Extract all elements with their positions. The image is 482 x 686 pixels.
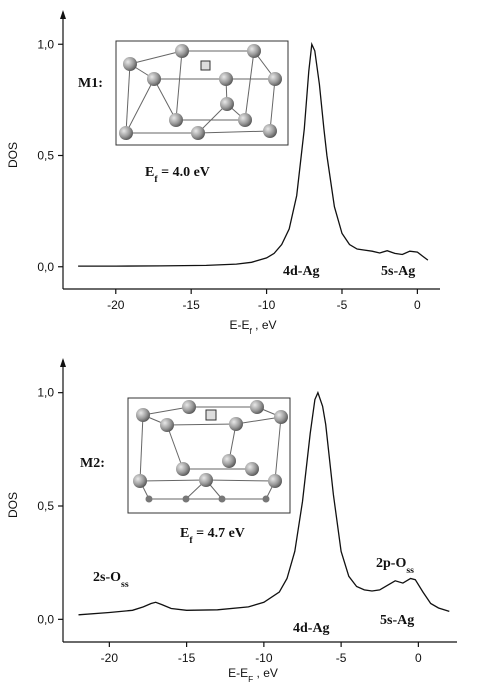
y-axis-arrow — [60, 358, 66, 367]
y-tick-label: 0,5 — [37, 149, 54, 163]
annotation: 4d-Ag — [283, 264, 320, 279]
y-tick-label: 0,5 — [37, 499, 54, 513]
annotation: 5s-Ag — [380, 613, 414, 628]
y-axis-label: DOS — [6, 492, 20, 518]
x-axis-label-text: E-E — [229, 318, 249, 332]
y-tick-label: 0,0 — [37, 260, 54, 274]
annotation-text: E — [145, 165, 154, 180]
annotation-text: M2: — [80, 456, 105, 471]
annotation-text: 4d-Ag — [293, 621, 330, 636]
annotation-text: 2s-O — [93, 570, 121, 585]
annotation-text: E — [180, 526, 189, 541]
annotation-text: 5s-Ag — [380, 613, 414, 628]
dos-curve — [78, 41, 429, 267]
y-axis-label: DOS — [6, 142, 20, 168]
x-tick-label: -5 — [337, 298, 348, 312]
y-axis-arrow — [60, 10, 66, 19]
x-axis-label: E-Ef , eV — [229, 318, 276, 336]
x-axis-label-tail: , eV — [253, 666, 278, 680]
annotation: 2s-Oss — [93, 570, 129, 590]
x-tick-label: -10 — [258, 298, 276, 312]
inset-structure-2 — [127, 397, 291, 514]
annotation-sub: ss — [121, 579, 129, 590]
annotation-text: M1: — [78, 76, 103, 91]
x-tick-label: -10 — [255, 651, 273, 665]
annotation: 4d-Ag — [293, 621, 330, 636]
annotation: Ef = 4.0 eV — [145, 165, 210, 185]
x-axis-label: E-EF , eV — [228, 666, 278, 684]
annotation-sub: f — [154, 174, 158, 185]
x-tick-label: -15 — [178, 651, 196, 665]
x-axis-label-sub: f — [250, 326, 253, 336]
y-tick-label: 1,0 — [37, 386, 54, 400]
annotation: 2p-Oss — [376, 556, 414, 576]
x-axis-label-tail: , eV — [252, 318, 277, 332]
x-tick-label: -20 — [107, 298, 125, 312]
annotation: 5s-Ag — [381, 264, 415, 279]
x-axis-label-text: E-E — [228, 666, 248, 680]
annotation-text: 5s-Ag — [381, 264, 415, 279]
annotation-tail: = 4.0 eV — [158, 165, 210, 180]
x-tick-label: 0 — [414, 298, 421, 312]
annotation-sub: ss — [406, 565, 414, 576]
annotation-tail: = 4.7 eV — [193, 526, 245, 541]
inset-structure-1 — [115, 40, 289, 146]
x-axis-label-sub: F — [248, 674, 253, 684]
x-tick-label: -15 — [183, 298, 201, 312]
x-tick-label: -20 — [101, 651, 119, 665]
y-tick-label: 0,0 — [37, 612, 54, 626]
panel: -20 -15 -10 -5 0 0,0 0,5 1,0 DOS E-EF , eV M2: Ef =… — [6, 358, 457, 684]
annotation: M1: — [78, 76, 103, 91]
annotation: Ef = 4.7 eV — [180, 526, 245, 546]
annotation-text: 4d-Ag — [283, 264, 320, 279]
annotation-text: 2p-O — [376, 556, 406, 571]
annotation-sub: f — [189, 535, 193, 546]
y-tick-label: 1,0 — [37, 37, 54, 51]
x-tick-label: -5 — [336, 651, 347, 665]
x-tick-label: 0 — [415, 651, 422, 665]
dos-curve — [78, 390, 450, 616]
annotation: M2: — [80, 456, 105, 471]
